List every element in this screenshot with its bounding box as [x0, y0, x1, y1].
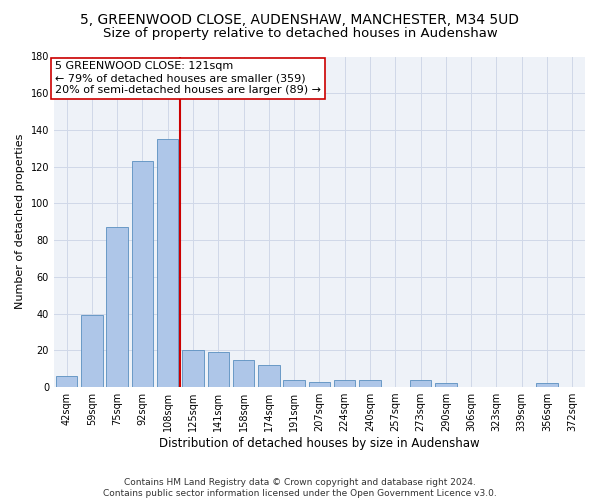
- Bar: [359, 380, 381, 387]
- Bar: [435, 384, 457, 387]
- Bar: [309, 382, 330, 387]
- Bar: [233, 360, 254, 387]
- Bar: [131, 161, 153, 387]
- Bar: [410, 380, 431, 387]
- X-axis label: Distribution of detached houses by size in Audenshaw: Distribution of detached houses by size …: [159, 437, 480, 450]
- Text: 5, GREENWOOD CLOSE, AUDENSHAW, MANCHESTER, M34 5UD: 5, GREENWOOD CLOSE, AUDENSHAW, MANCHESTE…: [80, 12, 520, 26]
- Bar: [208, 352, 229, 387]
- Bar: [81, 316, 103, 387]
- Bar: [157, 139, 178, 387]
- Bar: [334, 380, 355, 387]
- Bar: [258, 365, 280, 387]
- Bar: [283, 380, 305, 387]
- Bar: [182, 350, 204, 387]
- Text: Size of property relative to detached houses in Audenshaw: Size of property relative to detached ho…: [103, 28, 497, 40]
- Text: Contains HM Land Registry data © Crown copyright and database right 2024.
Contai: Contains HM Land Registry data © Crown c…: [103, 478, 497, 498]
- Text: 5 GREENWOOD CLOSE: 121sqm
← 79% of detached houses are smaller (359)
20% of semi: 5 GREENWOOD CLOSE: 121sqm ← 79% of detac…: [55, 62, 321, 94]
- Bar: [106, 228, 128, 387]
- Bar: [536, 384, 558, 387]
- Bar: [56, 376, 77, 387]
- Y-axis label: Number of detached properties: Number of detached properties: [15, 134, 25, 310]
